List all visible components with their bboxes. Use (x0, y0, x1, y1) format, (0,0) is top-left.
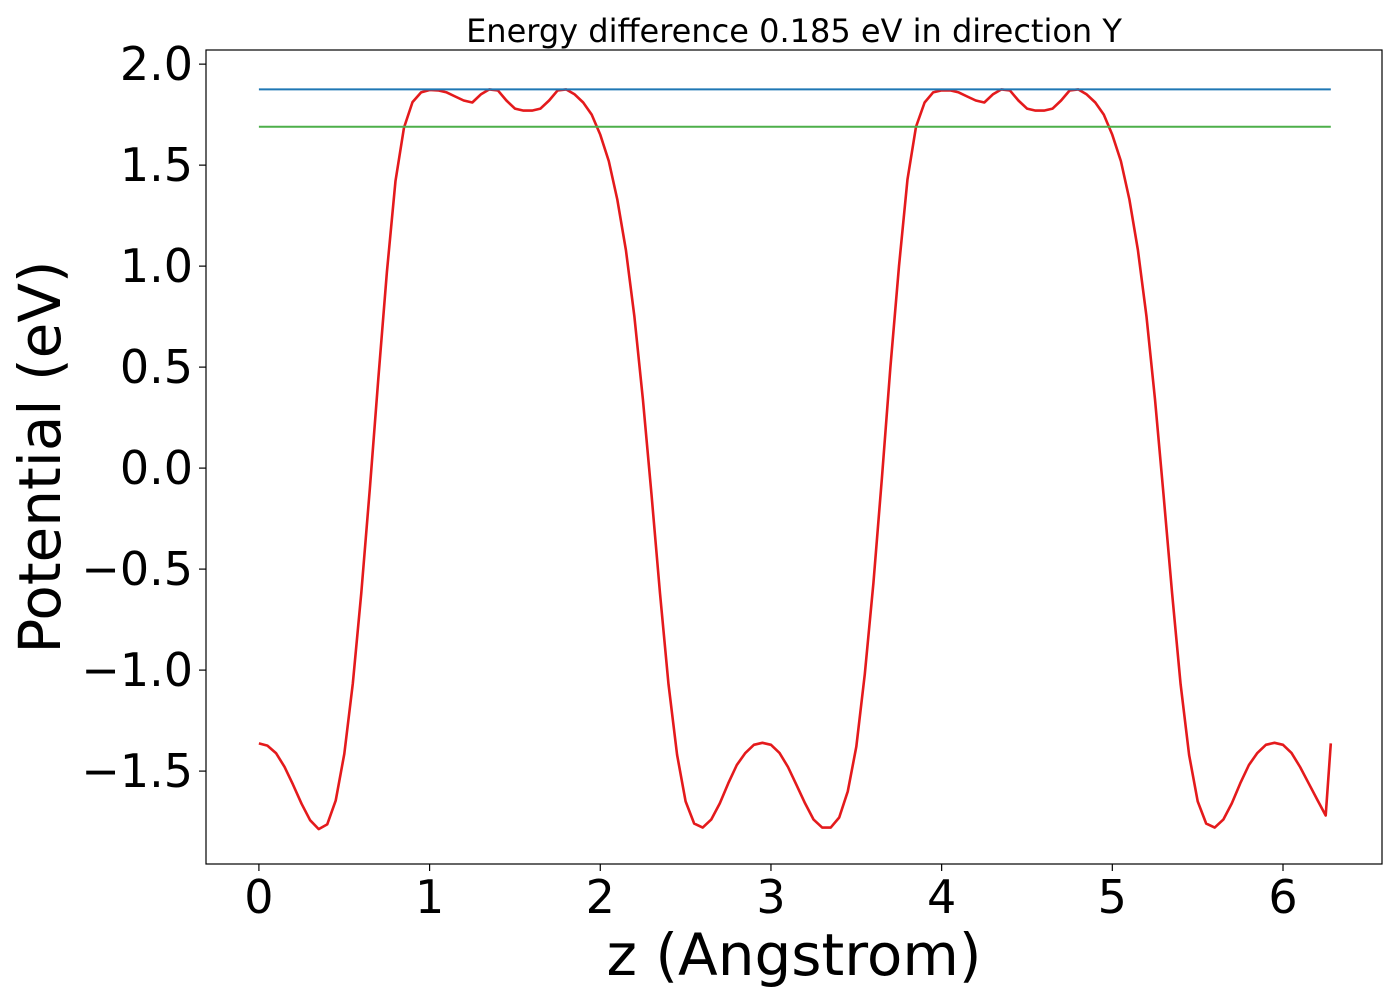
y-tick-label: 2.0 (120, 37, 193, 91)
y-tick-label: 0.5 (120, 340, 193, 394)
x-axis-label: z (Angstrom) (607, 921, 982, 989)
y-tick-label: 0.0 (120, 441, 193, 495)
x-axis-ticks: 0 1 2 3 4 5 6 (244, 864, 1298, 924)
y-tick-label: −1.0 (81, 643, 193, 697)
plot-frame (205, 49, 1383, 865)
y-tick-label: 1.0 (120, 239, 193, 293)
x-tick-label: 2 (586, 870, 615, 924)
x-tick-label: 5 (1098, 870, 1127, 924)
x-tick-label: 6 (1268, 870, 1297, 924)
x-tick-label: 3 (756, 870, 785, 924)
y-axis-ticks: −1.5 −1.0 −0.5 0.0 0.5 1.0 1.5 2.0 (81, 37, 206, 798)
chart-title: Energy difference 0.185 eV in direction … (466, 12, 1122, 50)
y-axis-label: Potential (eV) (6, 260, 74, 653)
plot-area (258, 88, 1333, 831)
x-tick-label: 1 (415, 870, 444, 924)
y-tick-label: −1.5 (81, 744, 193, 798)
y-tick-label: −0.5 (81, 542, 193, 596)
y-tick-label: 1.5 (120, 138, 193, 192)
x-tick-label: 0 (244, 870, 273, 924)
x-tick-label: 4 (927, 870, 956, 924)
